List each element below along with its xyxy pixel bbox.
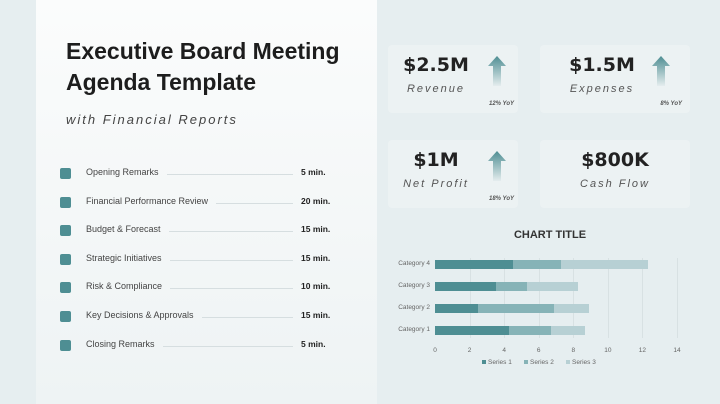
kpi-label: Expenses <box>569 83 635 95</box>
agenda-item-label: Risk & Compliance <box>86 281 163 292</box>
x-tick-label: 4 <box>502 347 506 354</box>
x-tick-label: 6 <box>536 347 541 354</box>
legend-swatch-icon <box>524 360 528 365</box>
divider-line <box>169 231 293 233</box>
bullet-square-icon <box>60 282 71 294</box>
page-title: Executive Board Meeting Agenda Template <box>66 36 340 98</box>
bar-series-3 <box>550 326 586 335</box>
kpi-yoy: 8% YoY <box>660 101 682 107</box>
agenda-item-label: Strategic Initiatives <box>86 252 162 263</box>
legend-item: Series 2 <box>524 359 554 366</box>
bullet-square-icon <box>60 196 71 208</box>
category-label: Category 3 <box>398 282 430 289</box>
kpi-yoy: 18% YoY <box>488 196 514 202</box>
gridline <box>607 258 609 338</box>
kpi-card: $1.5M Expenses 8% YoY <box>540 45 690 113</box>
legend-swatch-icon <box>482 360 486 365</box>
kpi-label: Net Profit <box>403 178 469 190</box>
kpi-value: $1M <box>413 149 459 171</box>
kpi-card: $1M Net Profit 18% YoY <box>388 140 518 208</box>
bullet-square-icon <box>60 253 71 265</box>
divider-line <box>202 317 293 318</box>
bullet-square-icon <box>60 339 71 351</box>
agenda-item-time: 20 min. <box>301 195 331 206</box>
agenda-item: Closing Remarks 5 min. <box>60 339 330 353</box>
bullet-square-icon <box>60 311 71 322</box>
bar-series-1 <box>435 282 496 291</box>
x-tick-label: 10 <box>604 347 612 354</box>
arrow-up-icon <box>488 56 506 86</box>
kpi-card: $2.5M Revenue 12% YoY <box>388 45 518 113</box>
arrow-up-icon <box>488 151 506 181</box>
bar-series-2 <box>495 282 527 291</box>
bar-series-1 <box>435 326 510 335</box>
gridline <box>504 258 506 338</box>
bar-series-3 <box>561 260 648 269</box>
divider-line <box>216 202 293 204</box>
legend-label: Series 1 <box>488 359 512 366</box>
x-tick-label: 8 <box>571 347 576 354</box>
agenda-item: Risk & Compliance 10 min. <box>60 281 330 295</box>
agenda-item: Strategic Initiatives 15 min. <box>60 253 330 267</box>
bar-series-3 <box>554 304 589 313</box>
gridline <box>677 258 678 338</box>
gridline <box>573 258 575 338</box>
agenda-item: Opening Remarks 5 min. <box>60 167 330 181</box>
bar-series-2 <box>512 260 562 269</box>
agenda-item-time: 5 min. <box>301 167 326 177</box>
kpi-label: Revenue <box>406 83 466 95</box>
kpi-label: Cash Flow <box>580 178 650 190</box>
kpi-value: $800K <box>581 149 649 171</box>
bar-series-2 <box>509 326 551 335</box>
x-tick-label: 0 <box>433 347 437 354</box>
kpi-card: $800K Cash Flow <box>540 140 690 208</box>
kpi-value: $2.5M <box>403 54 469 76</box>
x-tick-label: 14 <box>673 347 681 354</box>
bullet-square-icon <box>60 168 71 179</box>
bar-series-1 <box>435 260 513 269</box>
bar-series-3 <box>526 282 579 291</box>
legend-label: Series 2 <box>530 359 554 366</box>
kpi-yoy: 12% YoY <box>488 101 514 107</box>
legend-label: Series 3 <box>572 359 596 366</box>
title-line-1: Executive Board Meeting <box>66 38 340 64</box>
category-label: Category 2 <box>398 304 430 311</box>
divider-line <box>167 174 293 175</box>
bar-series-1 <box>435 304 479 313</box>
divider-line <box>163 345 293 347</box>
legend-item: Series 3 <box>566 359 596 366</box>
agenda-item-time: 5 min. <box>301 338 326 349</box>
subtitle: with Financial Reports <box>66 112 238 127</box>
agenda-item-label: Financial Performance Review <box>86 195 209 206</box>
legend-swatch-icon <box>566 360 570 365</box>
gridline <box>538 258 540 338</box>
agenda-item-label: Closing Remarks <box>86 338 155 349</box>
agenda-item-label: Opening Remarks <box>86 167 159 177</box>
gridline <box>469 258 471 338</box>
agenda-item: Budget & Forecast 15 min. <box>60 224 330 238</box>
chart-title: CHART TITLE <box>513 229 587 241</box>
bullet-square-icon <box>60 225 71 237</box>
agenda-item: Key Decisions & Approvals 15 min. <box>60 310 330 324</box>
arrow-up-icon <box>652 56 670 86</box>
category-label: Category 4 <box>398 260 430 267</box>
agenda-item-time: 15 min. <box>301 224 331 235</box>
title-line-2: Agenda Template <box>66 69 256 95</box>
agenda-item-label: Budget & Forecast <box>86 224 161 235</box>
gridline <box>642 258 644 338</box>
kpi-value: $1.5M <box>569 54 635 76</box>
agenda-item-time: 15 min. <box>301 310 331 320</box>
divider-line <box>170 259 293 261</box>
agenda-item-label: Key Decisions & Approvals <box>86 310 194 320</box>
agenda-item-time: 10 min. <box>301 281 331 292</box>
bar-series-2 <box>478 304 555 313</box>
agenda-item: Financial Performance Review 20 min. <box>60 196 330 210</box>
agenda-panel: Executive Board Meeting Agenda Template w… <box>36 0 377 404</box>
agenda-item-time: 15 min. <box>301 252 331 263</box>
divider-line <box>170 288 293 290</box>
legend-item: Series 1 <box>482 359 512 366</box>
category-label: Category 1 <box>398 326 430 333</box>
x-tick-label: 12 <box>638 347 647 354</box>
x-tick-label: 2 <box>467 347 472 354</box>
